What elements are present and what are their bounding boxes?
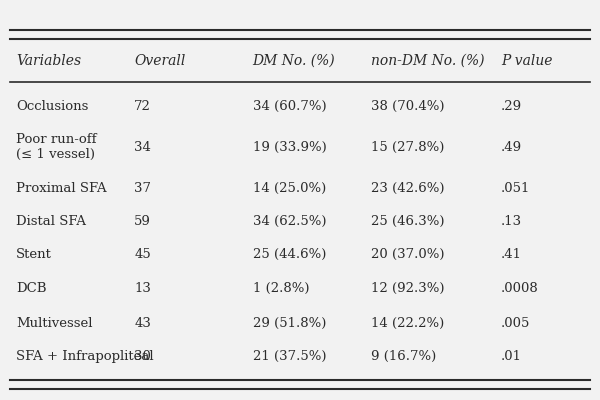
Text: 19 (33.9%): 19 (33.9%) bbox=[253, 141, 326, 154]
Text: Multivessel: Multivessel bbox=[16, 317, 92, 330]
Text: 59: 59 bbox=[134, 215, 151, 228]
Text: Proximal SFA: Proximal SFA bbox=[16, 182, 107, 195]
Text: 30: 30 bbox=[134, 350, 151, 363]
Text: .051: .051 bbox=[501, 182, 530, 195]
Text: Stent: Stent bbox=[16, 248, 52, 261]
Text: DM No. (%): DM No. (%) bbox=[253, 54, 335, 68]
Text: SFA + Infrapopliteal: SFA + Infrapopliteal bbox=[16, 350, 154, 363]
Text: 15 (27.8%): 15 (27.8%) bbox=[371, 141, 445, 154]
Text: 34: 34 bbox=[134, 141, 151, 154]
Text: 14 (25.0%): 14 (25.0%) bbox=[253, 182, 326, 195]
Text: Variables: Variables bbox=[16, 54, 81, 68]
Text: 45: 45 bbox=[134, 248, 151, 261]
Text: 14 (22.2%): 14 (22.2%) bbox=[371, 317, 444, 330]
Text: 13: 13 bbox=[134, 282, 151, 295]
Text: .005: .005 bbox=[501, 317, 530, 330]
Text: 9 (16.7%): 9 (16.7%) bbox=[371, 350, 436, 363]
Text: DCB: DCB bbox=[16, 282, 47, 295]
Text: 20 (37.0%): 20 (37.0%) bbox=[371, 248, 445, 261]
Text: .29: .29 bbox=[501, 100, 522, 112]
Text: 23 (42.6%): 23 (42.6%) bbox=[371, 182, 445, 195]
Text: P value: P value bbox=[501, 54, 553, 68]
Text: 34 (60.7%): 34 (60.7%) bbox=[253, 100, 326, 112]
Text: .41: .41 bbox=[501, 248, 522, 261]
Text: Distal SFA: Distal SFA bbox=[16, 215, 86, 228]
Text: Occlusions: Occlusions bbox=[16, 100, 88, 112]
Text: 37: 37 bbox=[134, 182, 151, 195]
Text: 34 (62.5%): 34 (62.5%) bbox=[253, 215, 326, 228]
Text: 72: 72 bbox=[134, 100, 151, 112]
Text: .0008: .0008 bbox=[501, 282, 539, 295]
Text: .01: .01 bbox=[501, 350, 522, 363]
Text: 38 (70.4%): 38 (70.4%) bbox=[371, 100, 445, 112]
Text: 25 (46.3%): 25 (46.3%) bbox=[371, 215, 445, 228]
Text: 12 (92.3%): 12 (92.3%) bbox=[371, 282, 445, 295]
Text: .13: .13 bbox=[501, 215, 522, 228]
Text: 21 (37.5%): 21 (37.5%) bbox=[253, 350, 326, 363]
Text: Overall: Overall bbox=[134, 54, 186, 68]
Text: non-DM No. (%): non-DM No. (%) bbox=[371, 54, 485, 68]
Text: 25 (44.6%): 25 (44.6%) bbox=[253, 248, 326, 261]
Text: 29 (51.8%): 29 (51.8%) bbox=[253, 317, 326, 330]
Text: 1 (2.8%): 1 (2.8%) bbox=[253, 282, 309, 295]
Text: 43: 43 bbox=[134, 317, 151, 330]
Text: Poor run-off
(≤ 1 vessel): Poor run-off (≤ 1 vessel) bbox=[16, 133, 97, 161]
Text: .49: .49 bbox=[501, 141, 522, 154]
